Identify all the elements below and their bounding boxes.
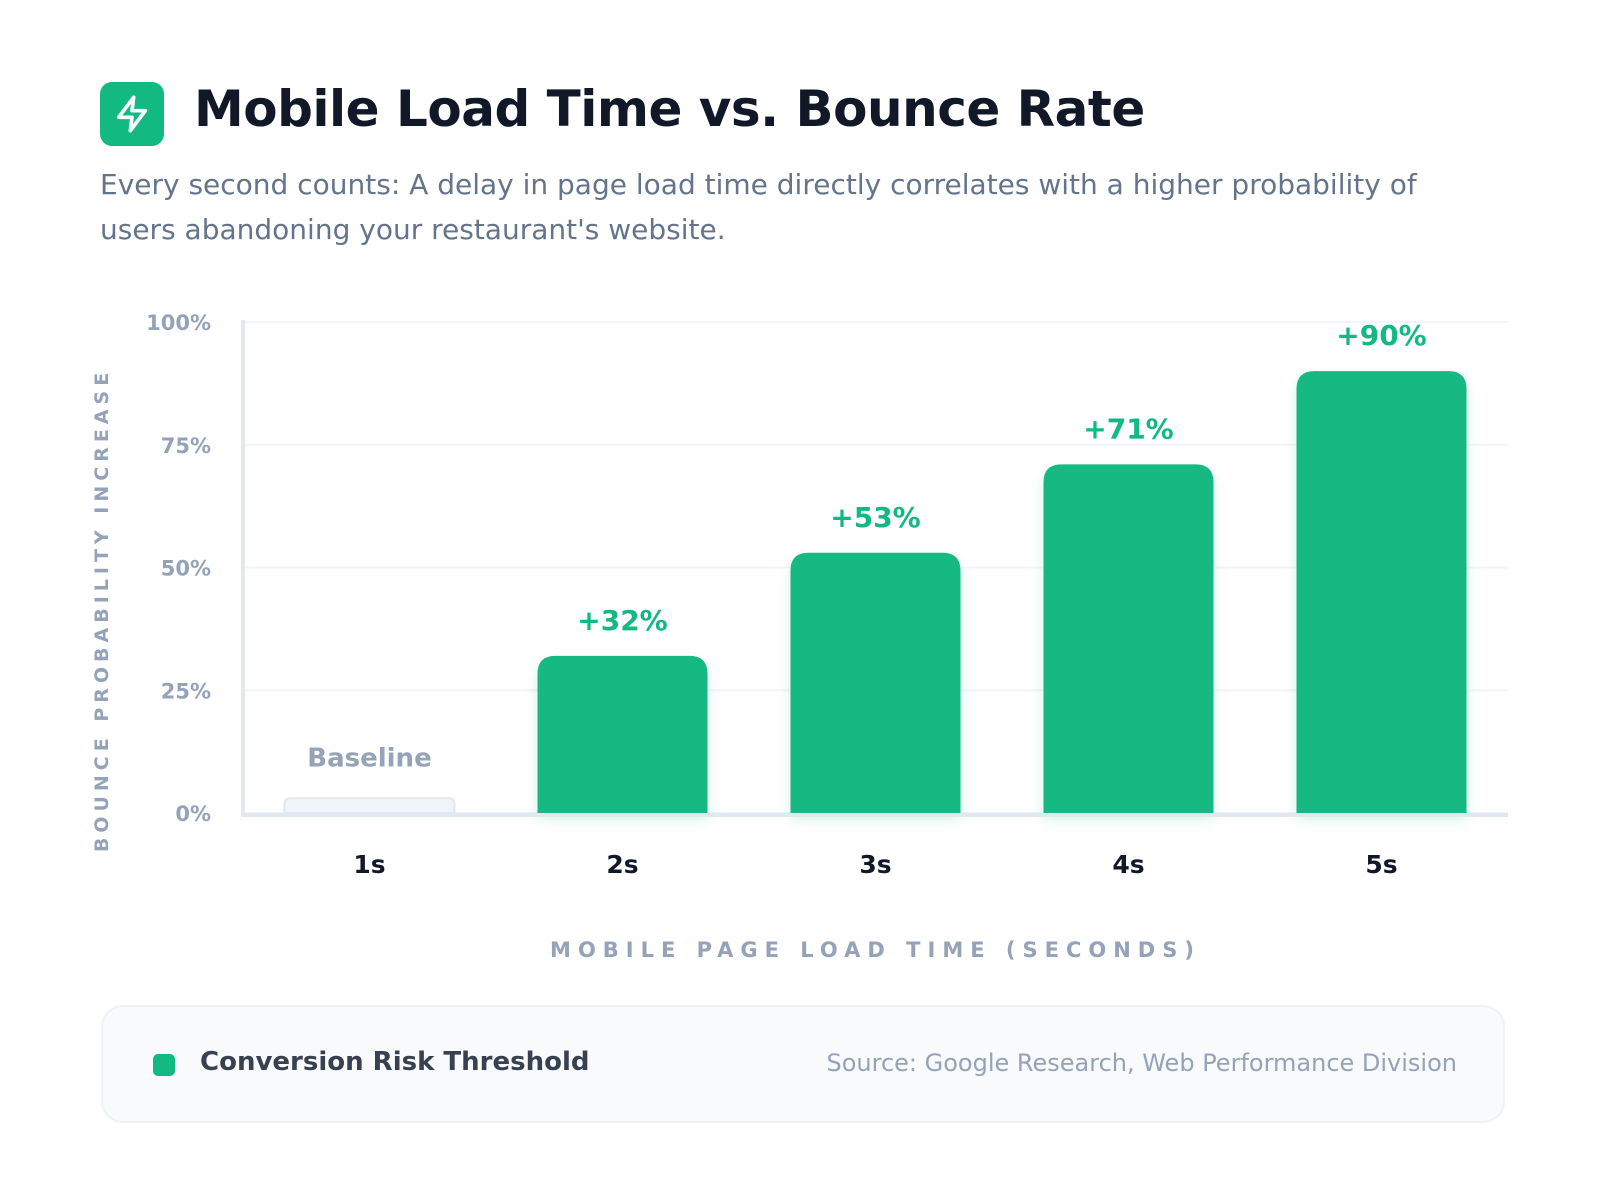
bar [283, 797, 456, 814]
source-note: Source: Google Research, Web Performance… [826, 1049, 1457, 1077]
x-tick-label: 4s [1112, 850, 1144, 879]
legend-label: Conversion Risk Threshold [200, 1047, 590, 1077]
lightning-bolt-icon [100, 82, 164, 146]
y-tick-label: 25% [161, 679, 211, 703]
page-subtitle: Every second counts: A delay in page loa… [100, 168, 1417, 246]
x-tick-label: 5s [1365, 850, 1397, 879]
x-tick-label: 2s [606, 850, 638, 879]
data-label: +32% [577, 604, 667, 637]
legend-panel: Conversion Risk Threshold Source: Google… [101, 1005, 1505, 1123]
y-tick-label: 0% [175, 802, 211, 826]
bar [1296, 371, 1467, 813]
page-title: Mobile Load Time vs. Bounce Rate [194, 80, 1145, 138]
data-label: +71% [1083, 412, 1173, 445]
data-label: +90% [1336, 319, 1426, 352]
data-label: Baseline [307, 743, 431, 773]
bar [790, 552, 961, 813]
data-label: +53% [830, 501, 920, 534]
y-tick-label: 50% [161, 557, 211, 581]
bar [537, 655, 708, 813]
y-tick-label: 75% [161, 434, 211, 458]
legend-swatch [153, 1054, 175, 1076]
x-axis-title: MOBILE PAGE LOAD TIME (SECONDS) [550, 938, 1201, 962]
y-tick-label: 100% [146, 311, 211, 335]
x-tick-label: 1s [353, 850, 385, 879]
bar [1043, 464, 1214, 813]
bar-chart: 0% 25% 50% 75% 100% Baseline 1s +32% 2s +53% 3s +71… [146, 311, 1508, 879]
x-tick-label: 3s [859, 850, 891, 879]
